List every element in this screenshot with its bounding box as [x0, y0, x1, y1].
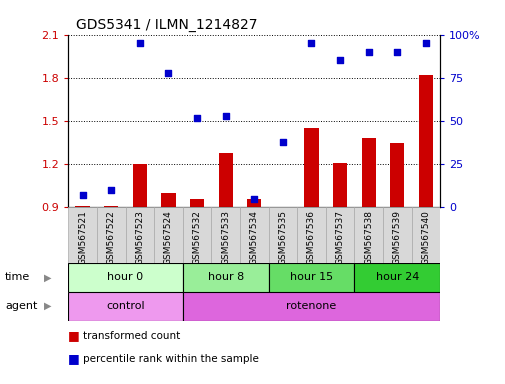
Bar	[275, 207, 289, 209]
Bar	[268, 263, 354, 292]
Bar	[182, 207, 211, 263]
Point	[335, 58, 343, 64]
Bar	[75, 206, 89, 207]
Text: GSM567538: GSM567538	[364, 210, 373, 265]
Text: GSM567537: GSM567537	[335, 210, 344, 265]
Bar	[325, 207, 354, 263]
Bar	[354, 207, 382, 263]
Bar	[389, 142, 403, 207]
Text: hour 8: hour 8	[207, 272, 243, 283]
Bar	[304, 128, 318, 207]
Text: rotenone: rotenone	[286, 301, 336, 311]
Point	[192, 114, 200, 121]
Point	[107, 187, 115, 193]
Text: GDS5341 / ILMN_1214827: GDS5341 / ILMN_1214827	[76, 18, 257, 32]
Text: GSM567539: GSM567539	[392, 210, 401, 265]
Point	[135, 40, 143, 46]
Bar	[354, 263, 439, 292]
Text: ▶: ▶	[44, 301, 52, 311]
Text: ▶: ▶	[44, 272, 52, 283]
Point	[221, 113, 229, 119]
Bar	[132, 164, 146, 207]
Bar	[68, 263, 182, 292]
Bar	[361, 138, 375, 207]
Bar	[218, 153, 232, 207]
Text: GSM567522: GSM567522	[107, 210, 116, 265]
Bar	[246, 199, 261, 207]
Text: time: time	[5, 272, 30, 283]
Point	[78, 192, 86, 198]
Bar	[182, 292, 439, 321]
Text: GSM567536: GSM567536	[307, 210, 315, 265]
Text: GSM567524: GSM567524	[164, 210, 173, 265]
Bar	[382, 207, 411, 263]
Point	[250, 196, 258, 202]
Text: hour 15: hour 15	[289, 272, 332, 283]
Text: GSM567523: GSM567523	[135, 210, 144, 265]
Text: GSM567521: GSM567521	[78, 210, 87, 265]
Bar	[154, 207, 182, 263]
Text: hour 24: hour 24	[375, 272, 418, 283]
Bar	[418, 75, 432, 207]
Bar	[182, 263, 268, 292]
Bar	[97, 207, 125, 263]
Bar	[239, 207, 268, 263]
Point	[392, 49, 400, 55]
Text: ■: ■	[68, 329, 80, 343]
Bar	[332, 163, 346, 207]
Bar	[268, 207, 296, 263]
Point	[364, 49, 372, 55]
Bar	[125, 207, 154, 263]
Text: GSM567540: GSM567540	[421, 210, 430, 265]
Text: ■: ■	[68, 353, 80, 366]
Bar	[161, 193, 175, 207]
Text: hour 0: hour 0	[107, 272, 143, 283]
Bar	[189, 199, 204, 207]
Point	[421, 40, 429, 46]
Point	[278, 139, 286, 145]
Text: GSM567533: GSM567533	[221, 210, 230, 265]
Bar	[68, 292, 182, 321]
Text: GSM567534: GSM567534	[249, 210, 258, 265]
Text: GSM567535: GSM567535	[278, 210, 287, 265]
Bar	[68, 207, 97, 263]
Text: GSM567532: GSM567532	[192, 210, 201, 265]
Text: transformed count: transformed count	[83, 331, 180, 341]
Text: percentile rank within the sample: percentile rank within the sample	[83, 354, 259, 364]
Point	[164, 70, 172, 76]
Bar	[104, 206, 118, 207]
Bar	[411, 207, 439, 263]
Point	[307, 40, 315, 46]
Text: control: control	[106, 301, 144, 311]
Bar	[296, 207, 325, 263]
Text: agent: agent	[5, 301, 37, 311]
Bar	[211, 207, 239, 263]
